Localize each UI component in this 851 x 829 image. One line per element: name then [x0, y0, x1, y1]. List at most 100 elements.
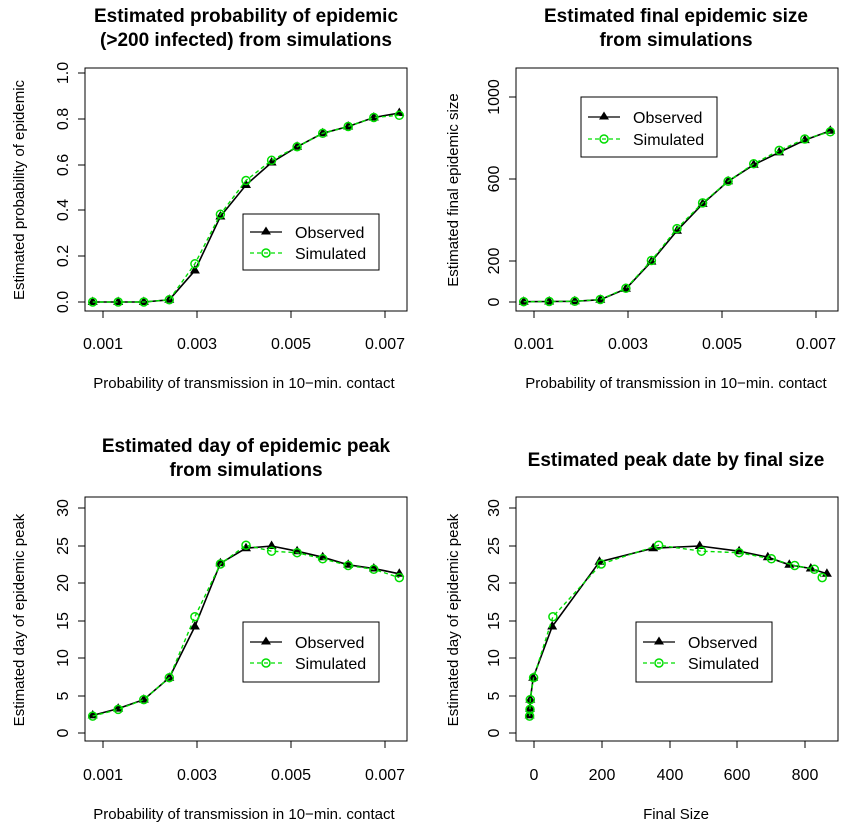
- data-point-simulated: [241, 540, 251, 550]
- plot-area: [87, 540, 405, 721]
- data-point-simulated: [518, 296, 529, 307]
- data-point-observed: [138, 296, 149, 305]
- y-tick-label: 20: [486, 574, 503, 592]
- plot-frame: [515, 496, 839, 742]
- y-tick-label: 5: [486, 691, 503, 700]
- data-point-simulated: [789, 560, 800, 571]
- data-point-simulated: [548, 611, 558, 622]
- y-axis-label: Estimated day of epidemic peak: [445, 513, 462, 726]
- data-point-observed: [317, 127, 328, 137]
- x-axis-label: Probability of transmission in 10−min. c…: [525, 375, 827, 392]
- data-point-observed: [317, 551, 328, 561]
- data-point-observed: [87, 296, 98, 305]
- chart-title-line-1: Estimated final epidemic size: [544, 6, 808, 27]
- data-point-simulated: [697, 198, 708, 208]
- data-point-observed: [734, 545, 745, 555]
- data-point-simulated: [266, 155, 277, 166]
- data-point-simulated: [734, 547, 744, 558]
- data-point-simulated: [317, 554, 328, 564]
- x-tick-label: 0.007: [796, 336, 836, 353]
- data-point-observed: [648, 542, 659, 552]
- data-point-simulated: [525, 694, 536, 705]
- chart-title-line-1: Estimated day of epidemic peak: [102, 436, 391, 457]
- data-point-simulated: [369, 564, 379, 575]
- legend-label-simulated: Simulated: [688, 656, 759, 673]
- x-tick-label: 0.007: [365, 336, 405, 353]
- plot-area: [518, 125, 836, 307]
- plot-area: [87, 107, 405, 307]
- data-point-simulated: [774, 145, 784, 156]
- x-tick-label: 400: [657, 767, 684, 784]
- data-point-simulated: [164, 295, 175, 305]
- data-point-simulated: [369, 112, 379, 123]
- x-tick-label: 0.005: [702, 336, 742, 353]
- data-point-observed: [189, 265, 200, 274]
- legend-label-simulated: Simulated: [295, 246, 366, 263]
- series-line-observed: [92, 112, 400, 303]
- x-axis-label: Final Size: [643, 806, 709, 823]
- data-point-simulated: [292, 142, 302, 152]
- x-tick-label: 0.003: [608, 336, 648, 353]
- data-point-simulated: [87, 297, 98, 307]
- x-axis: 0.001 0.003 0.005 0.007: [83, 310, 405, 353]
- legend-label-observed: Observed: [295, 635, 364, 652]
- series-line-simulated: [528, 544, 823, 717]
- plot-frame: [84, 67, 408, 312]
- data-point-simulated: [113, 297, 123, 307]
- data-point-simulated: [394, 572, 405, 583]
- legend-box: [242, 621, 380, 683]
- x-axis: 0 200 400 600 800: [530, 740, 818, 784]
- legend-label-observed: Observed: [633, 110, 702, 127]
- panel-peak-date-by-final-size: Estimated peak date by final size 0 200 …: [445, 450, 839, 823]
- panel-epidemic-probability: Estimated probability of epidemic (>200 …: [11, 6, 408, 392]
- legend-marker-observed: [261, 636, 271, 645]
- data-point-observed: [164, 294, 175, 303]
- data-point-observed: [87, 709, 98, 719]
- data-point-simulated: [696, 546, 707, 556]
- x-axis: 0.001 0.003 0.005 0.007: [514, 310, 836, 353]
- legend: Observed Simulated: [635, 621, 773, 683]
- panel-epidemic-peak-day: Estimated day of epidemic peak from simu…: [11, 436, 408, 823]
- data-point-simulated: [596, 559, 606, 569]
- data-point-simulated: [748, 159, 759, 169]
- data-point-simulated: [809, 564, 820, 575]
- y-axis: 0 5 10 15 20 25 30: [486, 499, 517, 737]
- data-point-simulated: [621, 283, 631, 294]
- x-tick-label: 0.003: [177, 767, 217, 784]
- y-tick-label: 600: [486, 166, 503, 193]
- data-point-simulated: [343, 560, 353, 571]
- legend-label-simulated: Simulated: [295, 656, 366, 673]
- y-tick-label: 0.0: [55, 291, 72, 313]
- legend-marker-simulated: [654, 658, 664, 668]
- x-tick-label: 200: [589, 767, 616, 784]
- data-point-simulated: [190, 259, 200, 269]
- data-point-simulated: [190, 611, 200, 622]
- legend-label-simulated: Simulated: [633, 132, 704, 149]
- y-tick-label: 0: [486, 728, 503, 737]
- data-point-observed: [113, 296, 124, 305]
- x-tick-label: 0.001: [83, 336, 123, 353]
- data-point-observed: [595, 294, 606, 303]
- x-tick-label: 0.001: [83, 767, 123, 784]
- data-point-observed: [215, 557, 226, 567]
- data-point-simulated: [766, 554, 777, 564]
- data-point-simulated: [139, 297, 149, 307]
- data-point-observed: [544, 296, 555, 305]
- y-tick-label: 200: [486, 248, 503, 275]
- y-tick-label: 25: [55, 537, 72, 555]
- y-tick-label: 30: [55, 499, 72, 517]
- y-tick-label: 0.6: [55, 154, 72, 176]
- data-point-simulated: [215, 209, 226, 220]
- data-point-simulated: [653, 540, 664, 550]
- x-tick-label: 0.005: [271, 767, 311, 784]
- data-point-observed: [292, 545, 303, 555]
- x-tick-label: 0.007: [365, 767, 405, 784]
- data-point-simulated: [723, 176, 733, 187]
- chart-title-line-2: from simulations: [599, 30, 752, 51]
- data-point-simulated: [317, 128, 328, 139]
- legend-marker-simulated: [599, 134, 609, 144]
- y-tick-label: 1000: [486, 79, 503, 115]
- series-line-simulated: [523, 131, 831, 303]
- x-tick-label: 0.005: [271, 336, 311, 353]
